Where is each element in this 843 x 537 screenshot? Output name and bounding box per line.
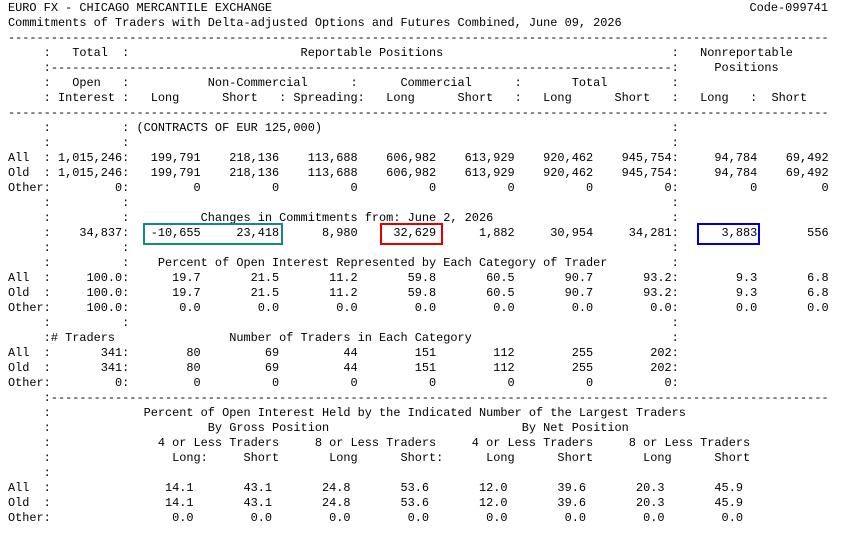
report-title: EURO FX - CHICAGO MERCANTILE EXCHANGE	[8, 1, 273, 15]
report-line: All : 14.1 43.1 24.8 53.6 12.0 39.6 20.3…	[8, 481, 743, 495]
report-line: Other: 0.0 0.0 0.0 0.0 0.0 0.0 0.0 0.0	[8, 511, 743, 525]
report-line: : Long: Short Long Short: Long Short Lon…	[8, 451, 751, 465]
report-line: :---------------------------------------…	[8, 391, 829, 405]
report-line: : : :	[8, 136, 679, 150]
report-line: Old : 100.0: 19.7 21.5 11.2 59.8 60.5 90…	[8, 286, 829, 300]
report-line: Old : 1,015,246: 199,791 218,136 113,688…	[8, 166, 829, 180]
report-line: : 4 or Less Traders 8 or Less Traders 4 …	[8, 436, 751, 450]
report-line: : : Percent of Open Interest Represented…	[8, 256, 679, 270]
report-line: Other: 0: 0 0 0 0 0 0 0:	[8, 376, 679, 390]
report-line: :---------------------------------------…	[8, 61, 779, 75]
highlight-commercial	[380, 223, 443, 245]
report-line: All : 100.0: 19.7 21.5 11.2 59.8 60.5 90…	[8, 271, 829, 285]
report-line: : : :	[8, 316, 679, 330]
report-line: Other: 0: 0 0 0 0 0 0 0: 0 0	[8, 181, 829, 195]
report-line: : : :	[8, 241, 679, 255]
report-line: Old : 341: 80 69 44 151 112 255 202:	[8, 361, 679, 375]
report-line: : Open : Non-Commercial : Commercial : T…	[8, 76, 679, 90]
report-line: :# Traders Number of Traders in Each Cat…	[8, 331, 679, 345]
report-line: : : Changes in Commitments from: June 2,…	[8, 211, 679, 225]
report-line: : Total : Reportable Positions : Nonrepo…	[8, 46, 793, 60]
report-line: All : 1,015,246: 199,791 218,136 113,688…	[8, 151, 829, 165]
report-line: : Percent of Open Interest Held by the I…	[8, 406, 686, 420]
report-code: Code-099741	[749, 1, 829, 15]
report-line: : : (CONTRACTS OF EUR 125,000) :	[8, 121, 679, 135]
report-line: Other: 100.0: 0.0 0.0 0.0 0.0 0.0 0.0 0.…	[8, 301, 829, 315]
report-subtitle: Commitments of Traders with Delta-adjust…	[8, 16, 622, 30]
report-line: : Interest : Long Short : Spreading: Lon…	[8, 91, 808, 105]
report-line: :	[8, 466, 51, 480]
report-line: : By Gross Position By Net Position	[8, 421, 629, 435]
report-line: : 34,837: -10,655 23,418 8,980 32,629 1,…	[8, 226, 829, 240]
report-line: ----------------------------------------…	[8, 31, 829, 45]
report-line: ----------------------------------------…	[8, 106, 829, 120]
highlight-nonreportable	[697, 223, 760, 245]
highlight-noncommercial	[143, 223, 283, 245]
report-line: : : :	[8, 196, 679, 210]
report-line: All : 341: 80 69 44 151 112 255 202:	[8, 346, 679, 360]
report-line: Old : 14.1 43.1 24.8 53.6 12.0 39.6 20.3…	[8, 496, 743, 510]
